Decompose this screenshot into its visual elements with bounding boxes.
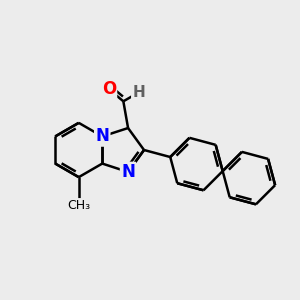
Text: N: N bbox=[95, 128, 109, 146]
Text: N: N bbox=[121, 163, 135, 181]
Text: CH₃: CH₃ bbox=[67, 199, 90, 212]
Text: O: O bbox=[102, 80, 116, 98]
Text: H: H bbox=[132, 85, 145, 100]
